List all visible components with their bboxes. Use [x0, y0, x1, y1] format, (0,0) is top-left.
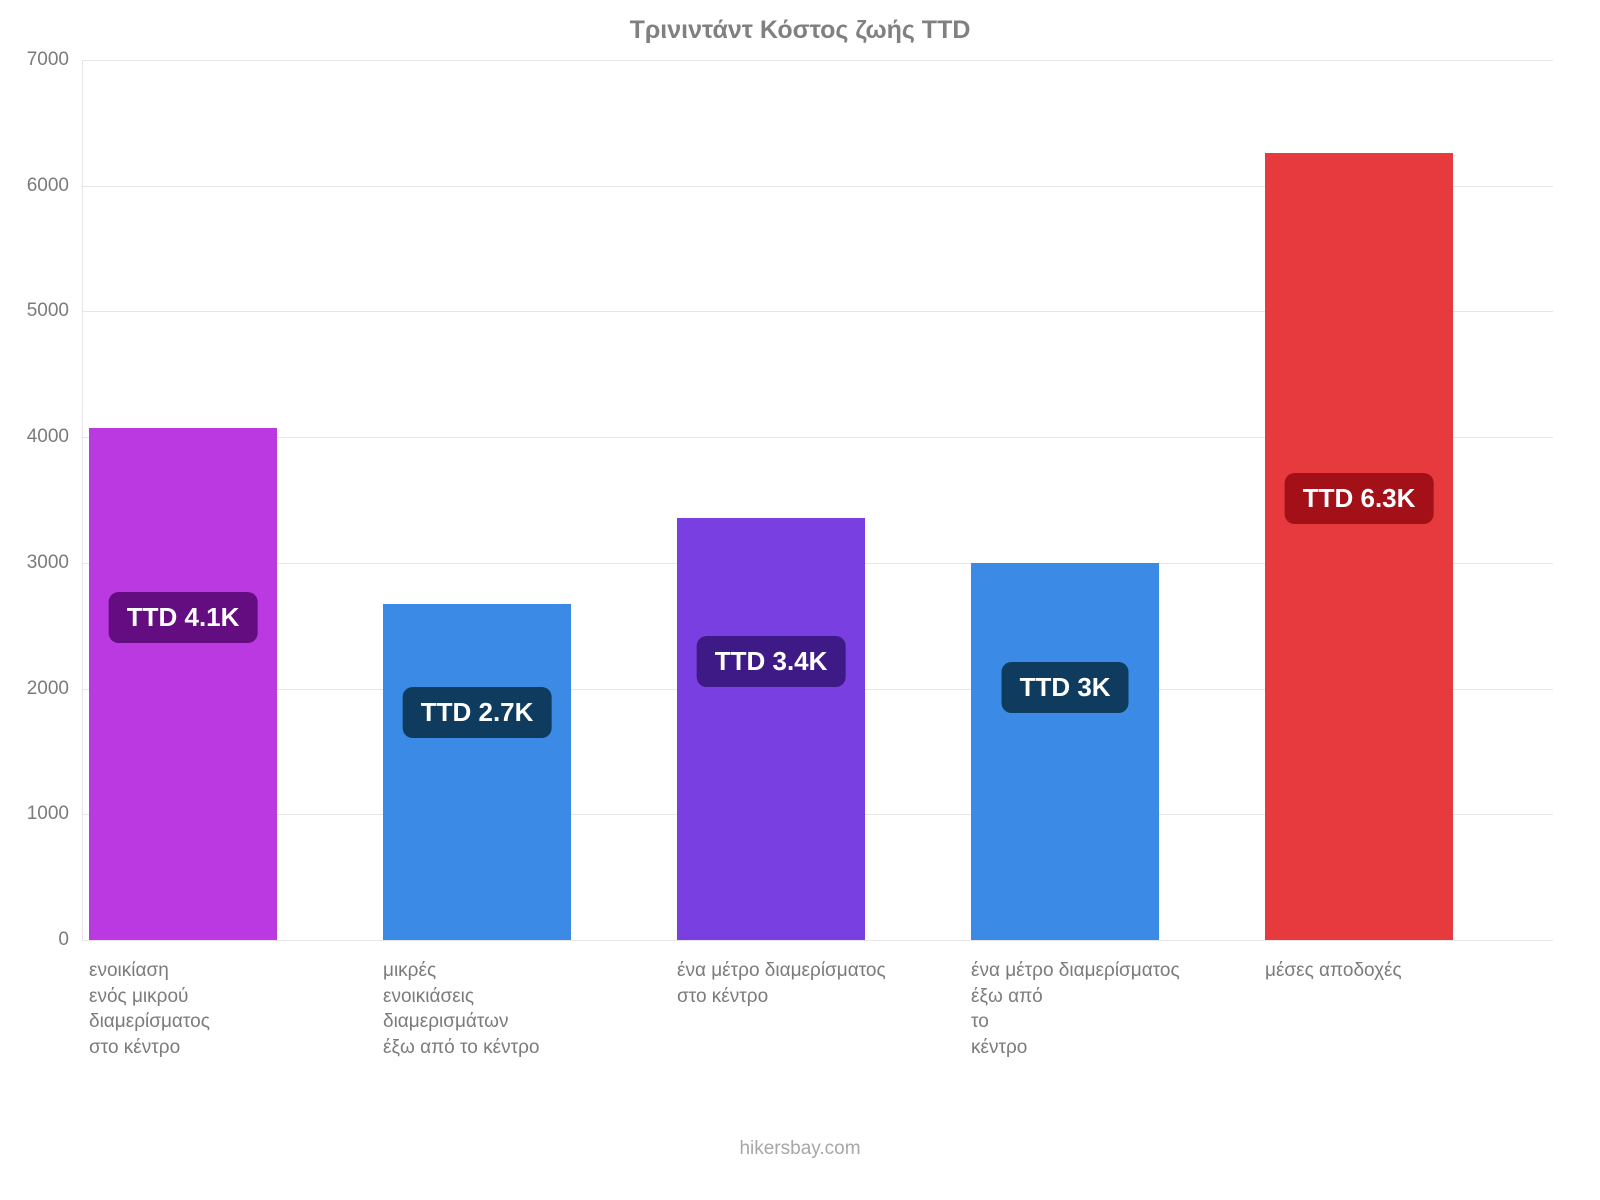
- bar: TTD 2.7K: [383, 604, 571, 940]
- y-tick-label: 5000: [27, 300, 83, 322]
- y-tick-label: 7000: [27, 49, 83, 71]
- x-tick-label: μέσες αποδοχές: [1265, 940, 1557, 984]
- y-tick-label: 1000: [27, 803, 83, 825]
- value-badge: TTD 2.7K: [403, 687, 552, 738]
- gridline: [83, 60, 1553, 61]
- x-tick-label: μικρές ενοικιάσεις διαμερισμάτων έξω από…: [383, 940, 675, 1061]
- x-tick-label: ένα μέτρο διαμερίσματος στο κέντρο: [677, 940, 969, 1009]
- y-tick-label: 6000: [27, 175, 83, 197]
- chart-container: Τρινιντάντ Κόστος ζωής TTD 0100020003000…: [0, 0, 1600, 1200]
- x-tick-label: ένα μέτρο διαμερίσματος έξω από το κέντρ…: [971, 940, 1263, 1061]
- chart-title: Τρινιντάντ Κόστος ζωής TTD: [0, 0, 1600, 45]
- value-badge: TTD 3.4K: [697, 636, 846, 687]
- value-badge: TTD 4.1K: [109, 592, 258, 643]
- x-tick-label: ενοικίαση ενός μικρού διαμερίσματος στο …: [89, 940, 381, 1061]
- value-badge: TTD 3K: [1002, 662, 1129, 713]
- bar: TTD 4.1K: [89, 428, 277, 940]
- chart-footer: hikersbay.com: [0, 1138, 1600, 1160]
- plot-area: 01000200030004000500060007000TTD 4.1Kενο…: [82, 60, 1553, 941]
- value-badge: TTD 6.3K: [1285, 473, 1434, 524]
- bar: TTD 6.3K: [1265, 153, 1453, 940]
- bar: TTD 3K: [971, 563, 1159, 940]
- y-tick-label: 4000: [27, 426, 83, 448]
- y-tick-label: 2000: [27, 678, 83, 700]
- y-tick-label: 0: [58, 929, 83, 951]
- y-tick-label: 3000: [27, 552, 83, 574]
- bar: TTD 3.4K: [677, 518, 865, 940]
